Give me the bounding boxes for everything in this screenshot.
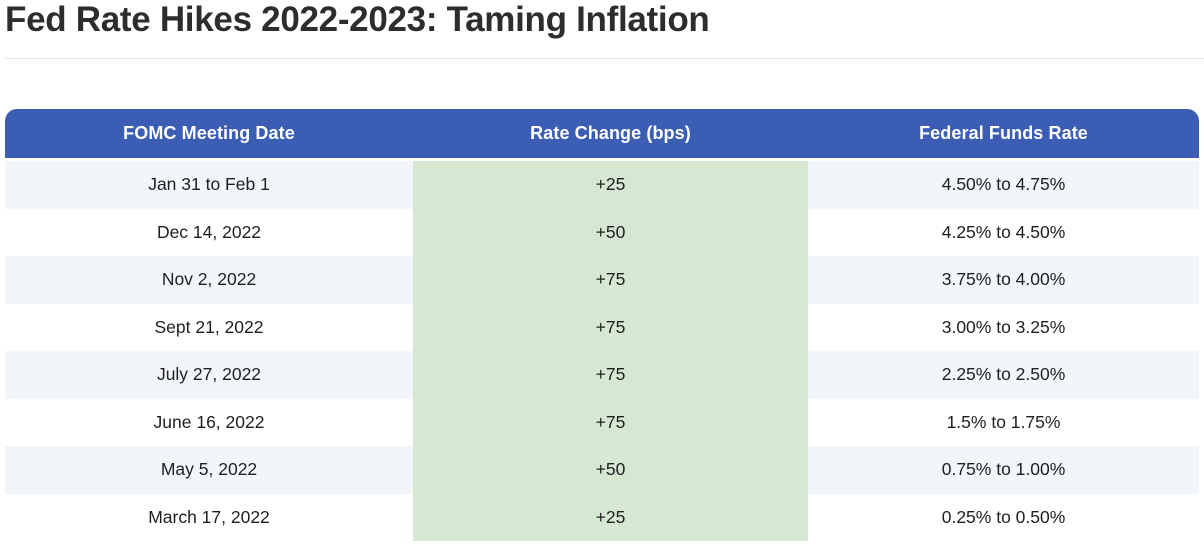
rate-change-cell: +25 <box>413 161 808 209</box>
table-header-row: FOMC Meeting Date Rate Change (bps) Fede… <box>5 109 1199 158</box>
fed-rate-hikes-table: FOMC Meeting Date Rate Change (bps) Fede… <box>5 109 1199 541</box>
meeting-date-cell: Sept 21, 2022 <box>154 316 264 337</box>
table-row: June 16, 2022 +75 1.5% to 1.75% <box>5 398 1199 446</box>
table-row: Nov 2, 2022 +75 3.75% to 4.00% <box>5 256 1199 304</box>
table-row: Sept 21, 2022 +75 3.00% to 3.25% <box>5 303 1199 351</box>
funds-rate-cell: 3.75% to 4.00% <box>941 269 1066 290</box>
column-header-fomc-meeting-date: FOMC Meeting Date <box>123 123 295 143</box>
table-body: Jan 31 to Feb 1 +25 4.50% to 4.75% Dec 1… <box>5 161 1199 541</box>
funds-rate-cell: 1.5% to 1.75% <box>946 411 1061 432</box>
title-divider <box>5 58 1204 59</box>
rate-change-cell: +75 <box>413 256 808 304</box>
table-row: Dec 14, 2022 +50 4.25% to 4.50% <box>5 208 1199 256</box>
column-header-rate-change-bps: Rate Change (bps) <box>530 123 691 143</box>
funds-rate-cell: 4.25% to 4.50% <box>941 221 1066 242</box>
rate-change-cell: +75 <box>413 398 808 446</box>
rate-change-cell: +75 <box>413 351 808 399</box>
table-row: March 17, 2022 +25 0.25% to 0.50% <box>5 493 1199 541</box>
rate-change-cell: +50 <box>413 446 808 494</box>
meeting-date-cell: May 5, 2022 <box>160 459 258 480</box>
funds-rate-cell: 4.50% to 4.75% <box>941 174 1066 195</box>
funds-rate-cell: 2.25% to 2.50% <box>941 364 1066 385</box>
meeting-date-cell: July 27, 2022 <box>156 364 262 385</box>
rate-change-cell: +50 <box>413 208 808 256</box>
column-header-federal-funds-rate: Federal Funds Rate <box>919 123 1088 143</box>
rate-change-cell: +25 <box>413 493 808 541</box>
page-title: Fed Rate Hikes 2022-2023: Taming Inflati… <box>5 0 710 39</box>
meeting-date-cell: Nov 2, 2022 <box>161 269 257 290</box>
funds-rate-cell: 3.00% to 3.25% <box>941 316 1066 337</box>
meeting-date-cell: March 17, 2022 <box>148 506 270 527</box>
table-row: Jan 31 to Feb 1 +25 4.50% to 4.75% <box>5 161 1199 209</box>
meeting-date-cell: June 16, 2022 <box>153 411 265 432</box>
table-row: July 27, 2022 +75 2.25% to 2.50% <box>5 351 1199 399</box>
table-row: May 5, 2022 +50 0.75% to 1.00% <box>5 446 1199 494</box>
funds-rate-cell: 0.25% to 0.50% <box>941 506 1066 527</box>
meeting-date-cell: Dec 14, 2022 <box>156 221 262 242</box>
rate-change-cell: +75 <box>413 303 808 351</box>
meeting-date-cell: Jan 31 to Feb 1 <box>148 174 270 195</box>
funds-rate-cell: 0.75% to 1.00% <box>941 459 1066 480</box>
